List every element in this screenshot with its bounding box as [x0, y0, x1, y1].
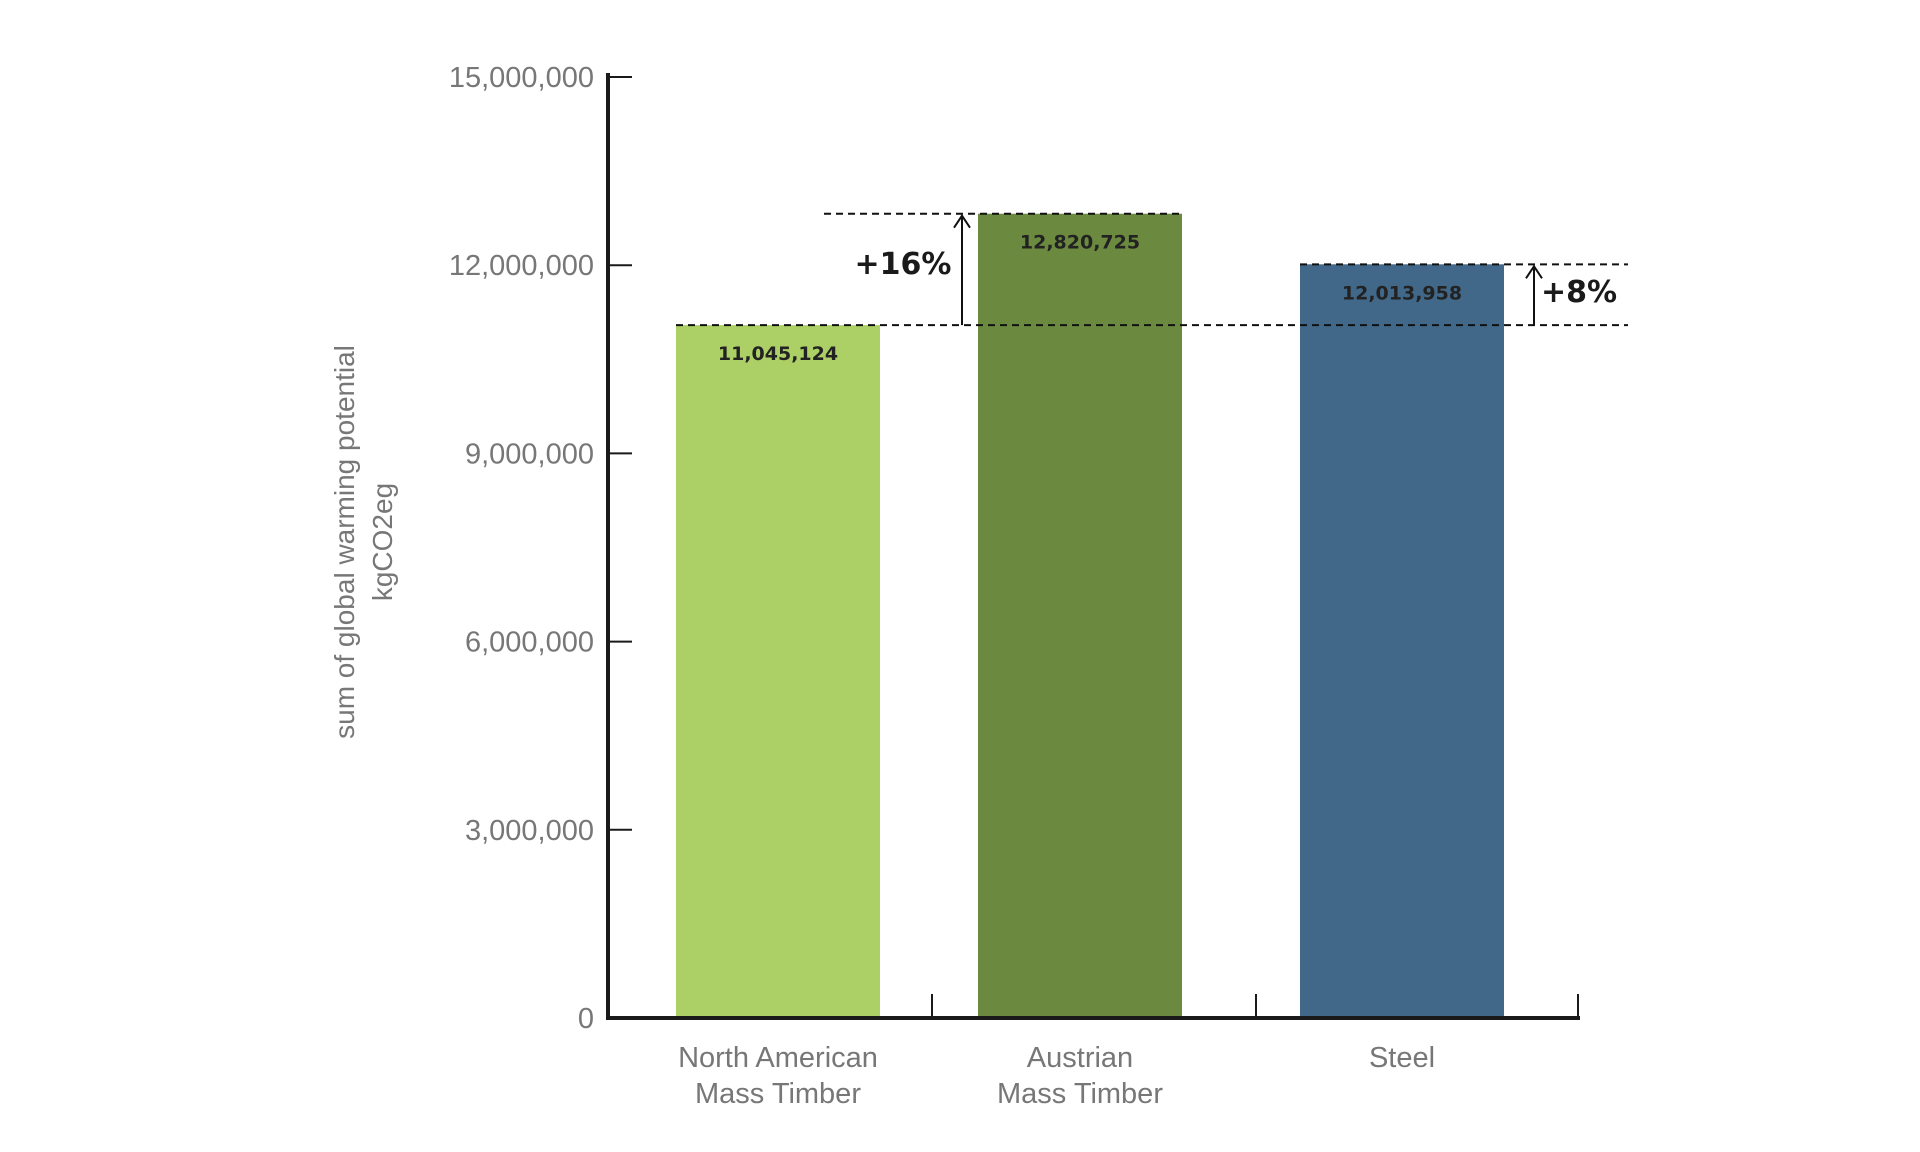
x-tick-label: Steel — [1369, 1042, 1435, 1074]
data-label: 12,013,958 — [1342, 282, 1462, 304]
bar — [978, 213, 1182, 1018]
bar — [1300, 264, 1504, 1019]
x-tick-label: North American Mass Timber — [678, 1042, 878, 1110]
x-tick-label: Austrian Mass Timber — [997, 1042, 1163, 1110]
arrow-head — [1525, 264, 1543, 279]
y-tick-label: 6,000,000 — [465, 627, 594, 659]
y-tick-label: 3,000,000 — [465, 815, 594, 847]
y-tick-label: 9,000,000 — [465, 438, 594, 470]
y-tick-label: 15,000,000 — [449, 62, 594, 94]
data-label: 11,045,124 — [718, 343, 838, 365]
annotation-label: +16% — [855, 247, 952, 282]
y-axis-label: sum of global warming potential kgCO2eg — [329, 345, 398, 739]
y-tick-label: 12,000,000 — [449, 250, 594, 282]
bar — [676, 325, 880, 1018]
arrow-head — [953, 213, 971, 229]
annotation-label: +8% — [1541, 275, 1617, 310]
y-tick-label: 0 — [578, 1003, 594, 1035]
data-label: 12,820,725 — [1020, 232, 1140, 254]
